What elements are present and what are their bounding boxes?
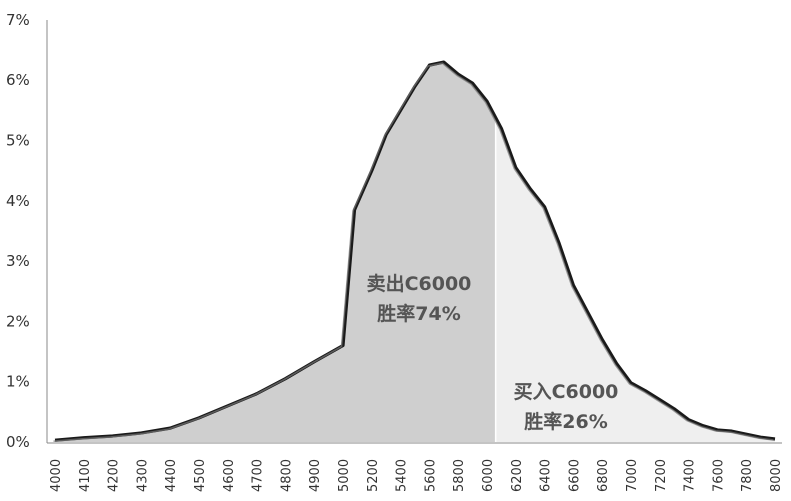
x-tick-label: 8000 [769,459,784,492]
y-tick-label: 3% [6,252,30,270]
x-tick-label: 5400 [395,459,410,492]
sell-region-fill [55,62,496,443]
x-tick-label: 5000 [337,459,352,492]
buy-region-fill [495,117,775,442]
buy-annotation: 买入C6000 胜率26% [514,381,619,433]
axes [46,20,782,444]
y-tick-label: 0% [6,433,30,451]
x-tick-label: 4600 [222,459,237,492]
x-axis-ticks: 4000 4100 4200 4300 4400 4500 4600 4700 4800 4900… [49,459,784,492]
x-tick-label: 7000 [625,459,640,492]
x-tick-label: 6200 [510,459,525,492]
y-tick-label: 7% [6,11,30,29]
distribution-curve [53,60,776,442]
area-fills [55,62,775,443]
y-tick-label: 5% [6,132,30,150]
x-tick-label: 4200 [107,459,122,492]
x-tick-label: 7600 [711,459,726,492]
y-axis-ticks: 0% 1% 2% 3% 4% 5% 6% 7% [6,11,30,451]
x-tick-label: 4300 [135,459,150,492]
x-tick-label: 4000 [49,459,64,492]
y-tick-label: 4% [6,192,30,210]
y-tick-label: 6% [6,71,30,89]
x-tick-label: 7200 [654,459,669,492]
x-tick-label: 4100 [78,459,93,492]
x-tick-label: 4500 [193,459,208,492]
x-tick-label: 4400 [164,459,179,492]
x-tick-label: 7400 [683,459,698,492]
buy-label-line2: 胜率26% [524,410,607,433]
x-tick-label: 5800 [452,459,467,492]
x-tick-label: 6800 [596,459,611,492]
x-tick-label: 7800 [740,459,755,492]
x-tick-label: 6000 [481,459,496,492]
x-tick-label: 6600 [567,459,582,492]
x-tick-label: 4700 [251,459,266,492]
x-tick-label: 5200 [366,459,381,492]
y-tick-label: 2% [6,312,30,330]
x-tick-label: 4900 [308,459,323,492]
x-tick-label: 6400 [539,459,554,492]
y-tick-label: 1% [6,373,30,391]
x-tick-label: 4800 [279,459,294,492]
sell-label-line1: 卖出C6000 [367,272,472,295]
sell-annotation: 卖出C6000 胜率74% [367,272,472,325]
sell-label-line2: 胜率74% [377,302,460,325]
x-tick-label: 5600 [423,459,438,492]
buy-label-line1: 买入C6000 [514,381,619,403]
curve-line-shadow [53,62,774,442]
